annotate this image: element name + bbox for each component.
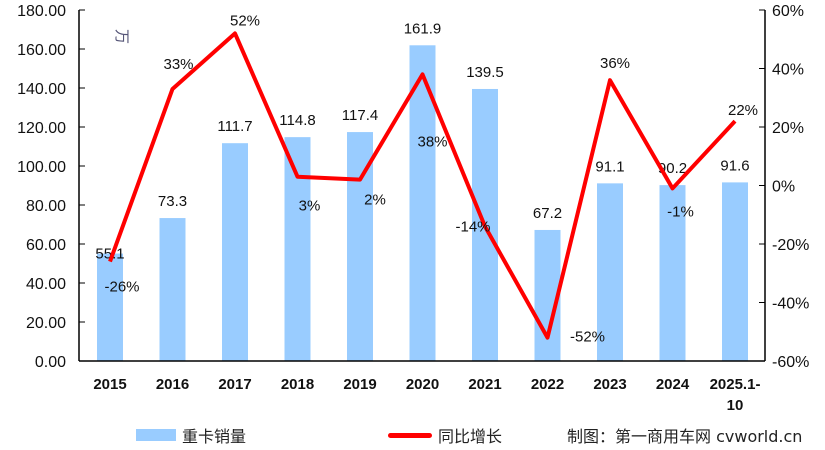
x-tick-label: 2022 [531,376,564,393]
line-label: 38% [417,133,447,150]
line-label: 2% [364,192,386,209]
y-left-tick-label: 40.00 [26,276,66,293]
bar-label: 67.2 [533,205,562,222]
bar-label: 55.1 [95,246,124,263]
line-label: 52% [230,12,260,29]
y-left-tick-label: 20.00 [26,315,66,332]
x-tick-label: 2025.1- [710,376,761,393]
legend-swatch-line [388,432,432,438]
y-right-tick-label: -20% [772,237,809,254]
x-tick-label: 2024 [656,376,690,393]
bar-label: 161.9 [404,20,442,37]
x-tick-label: 2021 [468,376,501,393]
line-label: 33% [163,56,193,73]
y-left-tick-label: 140.00 [17,81,66,98]
bar-label: 91.6 [720,157,749,174]
line-label: -52% [570,329,605,346]
x-tick-label: 2015 [93,376,126,393]
y-right-tick-label: 60% [772,3,804,20]
bar [597,183,623,361]
y-right-tick-label: 20% [772,120,804,137]
y-left-tick-label: 80.00 [26,198,66,215]
y-right-tick-label: 0% [772,179,795,196]
bar-label: 91.1 [595,158,624,175]
credit: 制图：第一商用车网 cvworld.cn [567,427,803,446]
bar [284,137,311,361]
bar [347,132,373,361]
x-tick-label: 2017 [218,376,251,393]
y-right-tick-label: -60% [772,354,809,371]
line-label: 36% [600,55,630,72]
line-label: 22% [728,102,758,119]
line-label: 3% [299,198,321,215]
bar-label: 73.3 [158,193,187,210]
line-label: -1% [667,203,694,220]
y-left-tick-label: 160.00 [17,42,66,59]
bar-label: 117.4 [342,107,378,124]
growth-line [108,31,737,340]
bar [97,253,123,361]
bar-label: 111.7 [217,118,252,135]
line-label: -26% [104,279,139,296]
bar [222,143,248,361]
x-tick-label: 2023 [593,376,626,393]
bar [722,182,748,361]
y-left-tick-label: 120.00 [17,120,66,137]
legend-label: 重卡销量 [182,427,247,446]
y-left-tick-label: 100.00 [17,159,66,176]
y-left-unit: 万 [113,29,130,44]
line-label: -14% [455,218,490,235]
y-left-tick-label: 60.00 [26,237,66,254]
bar [159,218,186,361]
legend-item-line: 同比增长 [388,423,502,447]
x-tick-label: 2016 [156,376,189,393]
legend-item-bar: 重卡销量 [136,423,246,447]
y-left-tick-label: 0.00 [35,354,66,371]
x-tick-label-cont: 10 [727,397,744,414]
x-tick-label: 2019 [343,376,376,393]
y-left-tick-label: 180.00 [17,3,66,20]
bar [659,185,686,361]
y-right-tick-label: 40% [772,62,804,79]
legend-label: 同比增长 [438,427,503,446]
chart-svg: 55.1 73.3 111.7 114.8 117.4 161.9 139.5 67.2 91.… [17,3,809,414]
bar-label: 139.5 [466,64,504,81]
y-right-tick-label: -40% [772,296,809,313]
bar-label: 114.8 [279,112,315,129]
x-tick-label: 2020 [406,376,439,393]
legend-swatch-bar [136,429,176,441]
x-tick-label: 2018 [281,376,314,393]
